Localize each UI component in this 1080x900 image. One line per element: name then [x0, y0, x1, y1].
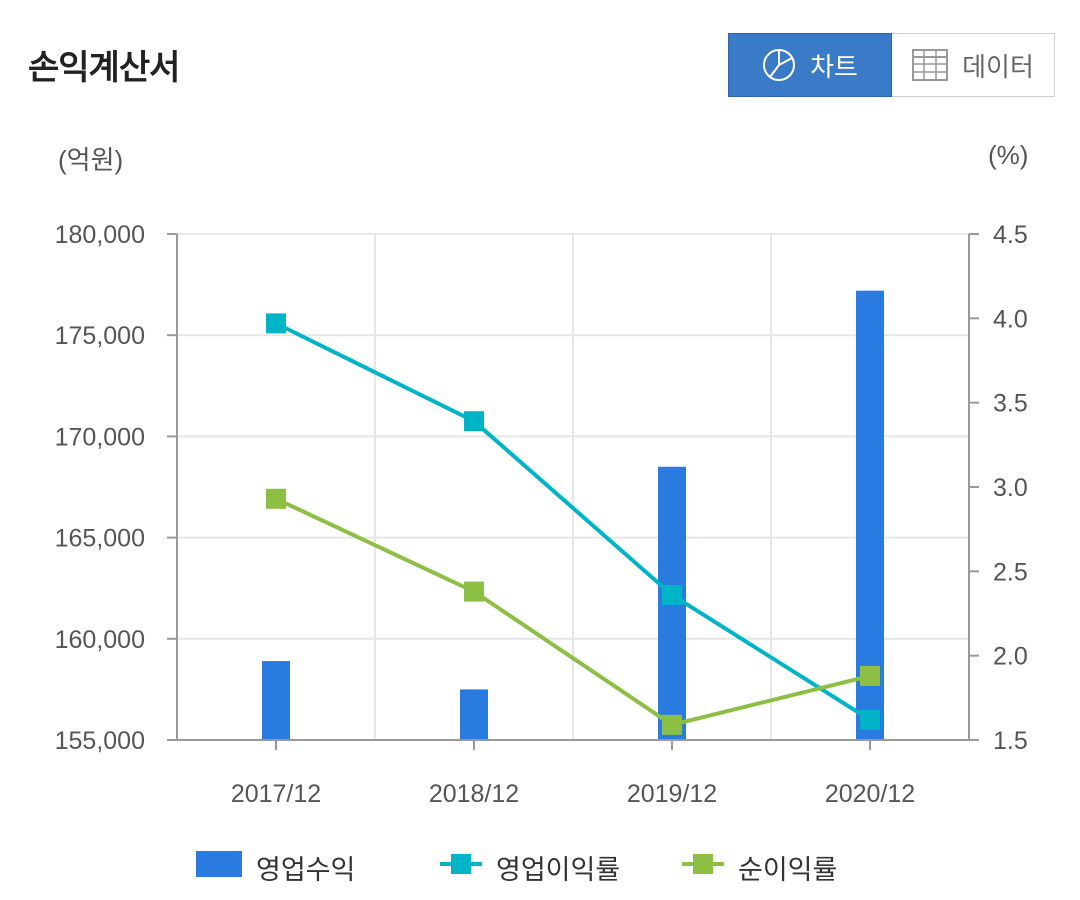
x-tick-label: 2018/12	[429, 780, 519, 808]
table-icon	[912, 49, 949, 81]
series-point-1	[464, 411, 484, 432]
series-point-1	[860, 709, 880, 730]
series-point-2	[662, 714, 682, 735]
line-marker-swatch-icon	[682, 851, 724, 884]
view-toggle: 차트 데이터	[728, 33, 1055, 97]
series-line-2	[275, 496, 871, 727]
right-tick-label: 2.0	[993, 643, 1028, 671]
legend-item-operating-margin[interactable]: 영업이익률	[440, 848, 620, 887]
series-point-1	[662, 584, 682, 605]
left-tick-label: 165,000	[55, 525, 145, 553]
right-tick-label: 3.0	[993, 474, 1028, 502]
left-tick-label: 155,000	[55, 727, 145, 755]
left-tick-label: 160,000	[55, 626, 145, 654]
right-tick-label: 3.5	[993, 390, 1028, 418]
right-axis-unit: (%)	[988, 140, 1029, 170]
x-tick-label: 2019/12	[627, 780, 717, 808]
legend-label: 순이익률	[738, 855, 838, 885]
series-point-1	[266, 313, 286, 334]
legend-label: 영업수익	[256, 855, 356, 885]
bar-swatch-icon	[196, 851, 242, 884]
grid-layer	[177, 233, 969, 740]
series-point-2	[860, 665, 880, 686]
series-point-2	[464, 581, 484, 602]
legend-item-revenue[interactable]: 영업수익	[196, 848, 355, 887]
data-view-label: 데이터	[962, 51, 1034, 82]
legend-label: 영업이익률	[496, 855, 621, 885]
data-view-button[interactable]: 데이터	[892, 33, 1055, 97]
right-tick-label: 4.5	[993, 221, 1028, 249]
bar-2018/12	[460, 689, 488, 740]
bar-2017/12	[262, 661, 290, 740]
left-tick-label: 175,000	[55, 322, 145, 350]
right-tick-label: 2.5	[993, 558, 1028, 586]
line-layer	[266, 313, 880, 735]
page-title: 손익계산서	[28, 49, 180, 87]
series-point-2	[266, 488, 286, 509]
right-tick-label: 4.0	[993, 305, 1028, 333]
left-tick-label: 170,000	[55, 423, 145, 451]
series-line-1	[275, 321, 872, 722]
right-tick-label: 1.5	[993, 727, 1028, 755]
legend-item-net-margin[interactable]: 순이익률	[682, 848, 837, 887]
pie-chart-icon	[762, 48, 796, 82]
left-axis-unit: (억원)	[58, 145, 124, 175]
left-tick-label: 180,000	[55, 221, 145, 249]
chart-view-button[interactable]: 차트	[728, 33, 892, 97]
x-tick-label: 2017/12	[231, 780, 321, 808]
label-layer: 155,000 160,000 165,000 170,000 175,000 180,0…	[55, 221, 1028, 808]
chart-view-label: 차트	[810, 51, 858, 82]
bar-2020/12	[856, 290, 884, 740]
x-tick-label: 2020/12	[825, 780, 915, 808]
line-marker-swatch-icon	[440, 851, 482, 884]
axis-layer	[167, 233, 979, 750]
